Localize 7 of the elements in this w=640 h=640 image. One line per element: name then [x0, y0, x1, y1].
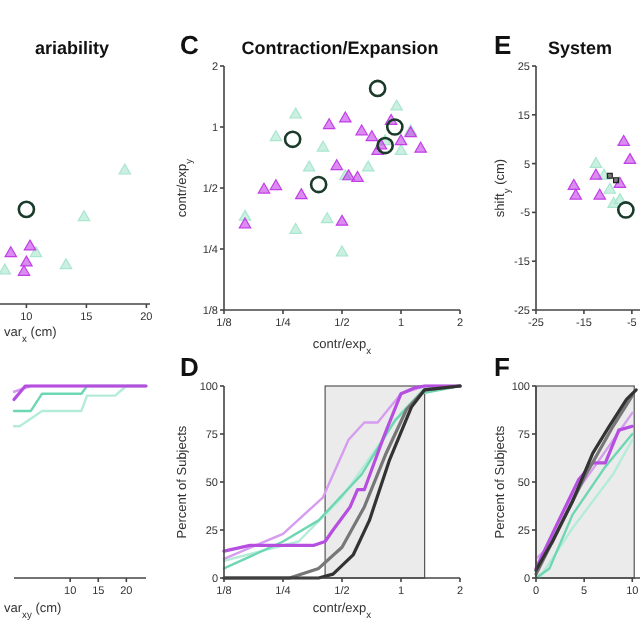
chart-title: Contraction/Expansion [241, 38, 439, 58]
text: D [180, 352, 199, 382]
text: C [180, 30, 200, 60]
chart-title: ariability [34, 38, 110, 58]
text: E [494, 30, 512, 60]
chart-title: System [548, 38, 613, 58]
text: F [494, 352, 510, 382]
